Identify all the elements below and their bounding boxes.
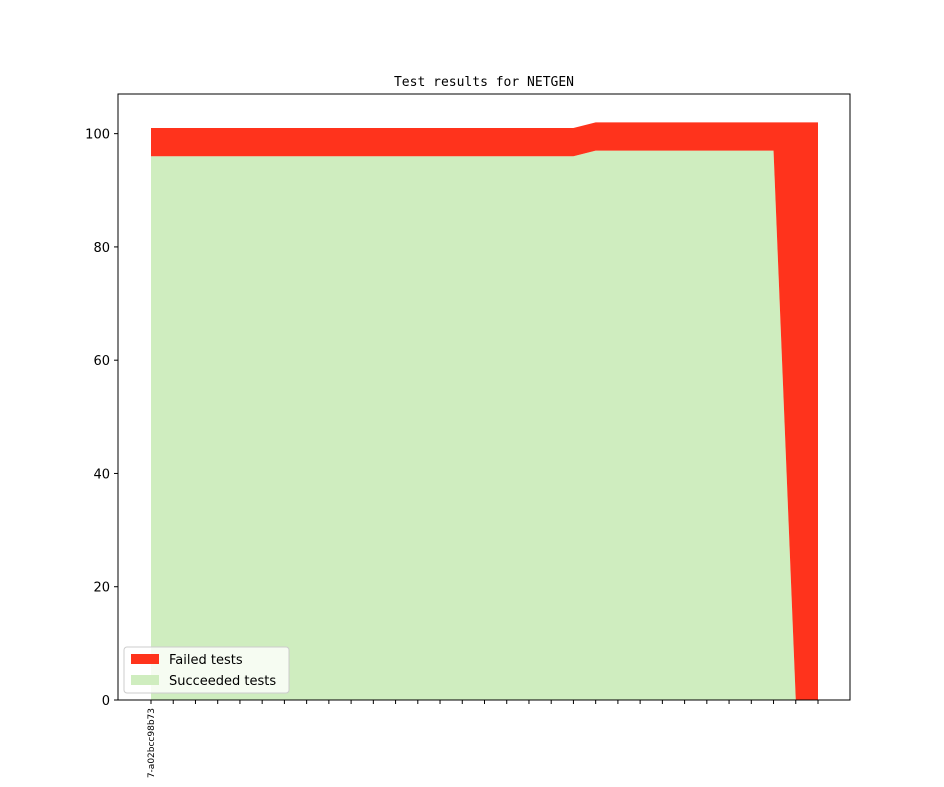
legend-label-failed: Failed tests: [169, 653, 243, 668]
y-tick-label: 40: [93, 467, 110, 482]
y-tick-label: 20: [93, 581, 110, 596]
area-series-group: [151, 122, 818, 700]
legend-box: [123, 646, 290, 694]
y-tick-label: 80: [93, 241, 110, 256]
y-axis: 0 20 40 60 80 100: [85, 128, 118, 709]
x-tick-label: 7-a02bcc98b73: [147, 708, 157, 778]
legend-label-succeeded: Succeeded tests: [169, 674, 276, 689]
chart-title: Test results for NETGEN: [394, 75, 574, 90]
x-axis: 7-a02bcc98b73: [147, 700, 819, 778]
y-tick-label: 0: [102, 694, 110, 709]
legend-swatch-succeeded: [131, 675, 159, 685]
area-succeeded-tests: [151, 150, 818, 700]
legend-swatch-failed: [131, 654, 159, 664]
legend: Failed tests Succeeded tests: [123, 646, 290, 694]
y-tick-label: 100: [85, 128, 110, 143]
y-tick-label: 60: [93, 354, 110, 369]
